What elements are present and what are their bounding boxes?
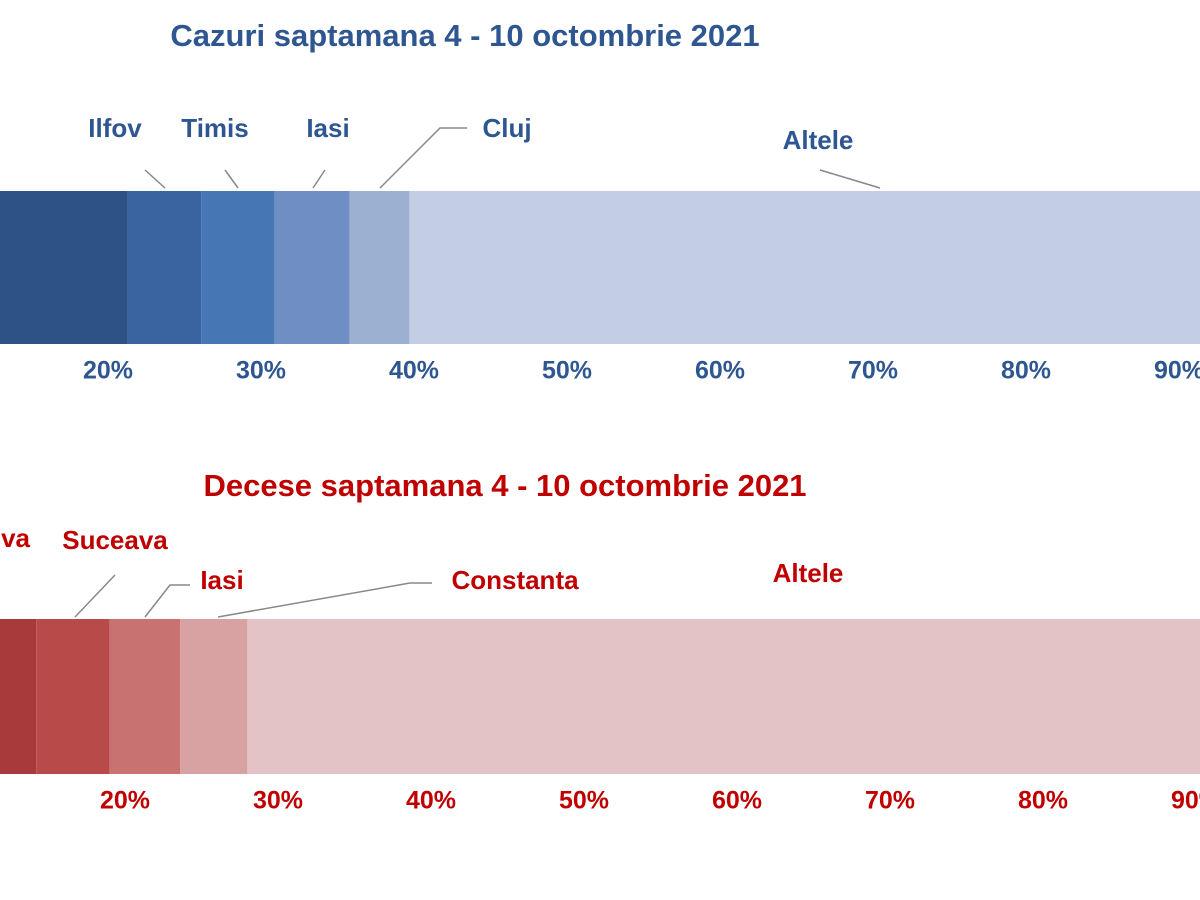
- bar-segment: [109, 619, 181, 774]
- chart-title: Decese saptamana 4 - 10 octombrie 2021: [203, 468, 806, 503]
- segment-label: Iasi: [200, 565, 243, 595]
- leader-line: [217, 582, 432, 618]
- chart-title: Cazuri saptamana 4 - 10 octombrie 2021: [170, 18, 759, 53]
- x-tick-label: 60%: [695, 357, 745, 385]
- bar-segment: [409, 191, 1200, 344]
- segment-label: Timis: [181, 113, 248, 143]
- x-tick-label: 70%: [865, 787, 915, 815]
- x-tick-label: 50%: [559, 787, 609, 815]
- bar-segment: [349, 191, 410, 344]
- leader-line: [74, 574, 116, 618]
- segment-label: Suceava: [62, 525, 168, 555]
- segment-label: Cluj: [482, 113, 531, 143]
- x-tick-label: 70%: [848, 357, 898, 385]
- x-tick-label: 50%: [542, 357, 592, 385]
- x-tick-label: 20%: [100, 787, 150, 815]
- segment-label: Altele: [773, 558, 844, 588]
- x-tick-label: 90%: [1154, 357, 1200, 385]
- x-tick-label: 30%: [236, 357, 286, 385]
- leader-line: [379, 127, 467, 189]
- bar-segment: [180, 619, 248, 774]
- leader-line: [312, 169, 326, 189]
- bar-segment: [201, 191, 275, 344]
- segment-label: va: [1, 523, 30, 553]
- x-tick-label: 40%: [406, 787, 456, 815]
- bar-segment: [247, 619, 1200, 774]
- leader-line: [144, 584, 190, 618]
- bar-segment: [0, 619, 37, 774]
- leader-line: [144, 169, 166, 189]
- x-tick-label: 60%: [712, 787, 762, 815]
- bar-segment: [127, 191, 202, 344]
- segment-label: Altele: [783, 125, 854, 155]
- x-tick-label: 80%: [1001, 357, 1051, 385]
- leader-line: [819, 169, 881, 189]
- x-tick-label: 40%: [389, 357, 439, 385]
- x-tick-label: 80%: [1018, 787, 1068, 815]
- bar-segment: [0, 191, 128, 344]
- leader-line: [224, 169, 239, 189]
- segment-label: Constanta: [451, 565, 579, 595]
- segment-label: Ilfov: [88, 113, 142, 143]
- x-tick-label: 20%: [83, 357, 133, 385]
- x-tick-label: 30%: [253, 787, 303, 815]
- bar-segment: [36, 619, 110, 774]
- x-tick-label: 90%: [1171, 787, 1200, 815]
- bar-segment: [274, 191, 350, 344]
- segment-label: Iasi: [306, 113, 349, 143]
